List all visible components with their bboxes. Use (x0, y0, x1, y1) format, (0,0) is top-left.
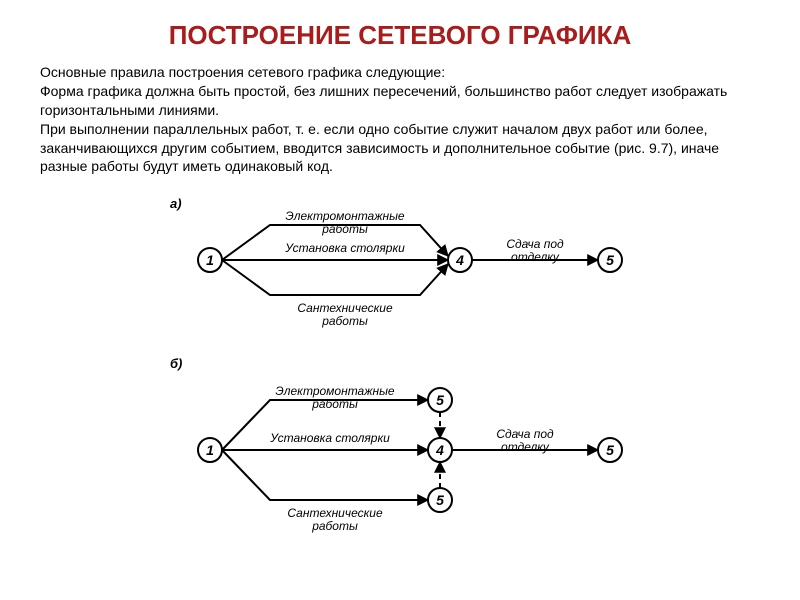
edge-label: Сантехнические (287, 506, 383, 520)
edge-label: отделку (511, 250, 560, 264)
edge-label: Установка столярки (269, 431, 390, 445)
node-label: 4 (435, 442, 444, 458)
edge (222, 260, 448, 295)
diagram-container: а)ЭлектромонтажныеработыУстановка столяр… (40, 190, 760, 540)
node-label: 5 (606, 442, 614, 458)
node-label: 1 (206, 442, 214, 458)
edge-label: Сдача под (506, 237, 564, 251)
panel-label: б) (170, 356, 182, 371)
node-label: 5 (606, 252, 614, 268)
edge-label: Установка столярки (284, 241, 405, 255)
edge-label: Электромонтажные (275, 384, 395, 398)
edge-label: Сантехнические (297, 301, 393, 315)
edge-label: работы (321, 314, 368, 328)
edge-label: работы (321, 222, 368, 236)
edge-label: работы (311, 397, 358, 411)
network-diagram: а)ЭлектромонтажныеработыУстановка столяр… (120, 190, 680, 540)
node-label: 5 (436, 492, 444, 508)
edge-label: Сдача под (496, 427, 554, 441)
panel-label: а) (170, 196, 182, 211)
node-label: 5 (436, 392, 444, 408)
body-paragraph: Основные правила построения сетевого гра… (40, 63, 760, 176)
edge-label: работы (311, 519, 358, 533)
edge-label: отделку (501, 440, 550, 454)
edge-label: Электромонтажные (285, 209, 405, 223)
edge (222, 450, 428, 500)
node-label: 4 (455, 252, 464, 268)
node-label: 1 (206, 252, 214, 268)
page-title: ПОСТРОЕНИЕ СЕТЕВОГО ГРАФИКА (40, 20, 760, 51)
